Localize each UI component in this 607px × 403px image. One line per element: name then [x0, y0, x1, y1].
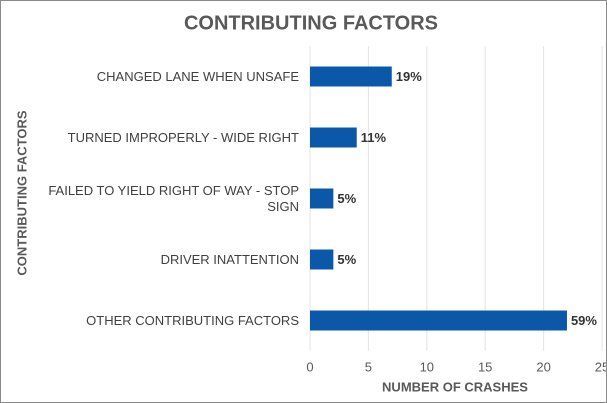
data-label: 5%: [337, 191, 356, 206]
x-tick-label: 0: [306, 359, 313, 374]
bar: [310, 66, 392, 87]
x-tick-label: 15: [478, 359, 492, 374]
y-tick-label: OTHER CONTRIBUTING FACTORS: [86, 312, 299, 328]
data-label: 5%: [337, 252, 356, 267]
y-tick-label: CHANGED LANE WHEN UNSAFE: [96, 68, 299, 84]
x-tick-label: 25: [595, 359, 606, 374]
bar: [310, 310, 567, 331]
bar: [310, 249, 334, 270]
x-tick-label: 5: [365, 359, 372, 374]
x-tick-label: 10: [420, 359, 434, 374]
data-label: 19%: [396, 69, 422, 84]
x-tick-label: 20: [536, 359, 550, 374]
bar: [310, 127, 357, 148]
data-label: 11%: [361, 130, 387, 145]
y-axis-title: CONTRIBUTING FACTORS: [14, 110, 29, 275]
chart-title: CONTRIBUTING FACTORS: [184, 12, 438, 34]
bar: [310, 188, 334, 209]
y-tick-label: TURNED IMPROPERLY - WIDE RIGHT: [67, 129, 299, 145]
y-tick-label: DRIVER INATTENTION: [160, 251, 299, 267]
data-label: 59%: [571, 313, 597, 328]
y-tick-label: FAILED TO YIELD RIGHT OF WAY - STOP SIGN: [48, 182, 299, 214]
x-axis-title: NUMBER OF CRASHES: [382, 379, 528, 394]
